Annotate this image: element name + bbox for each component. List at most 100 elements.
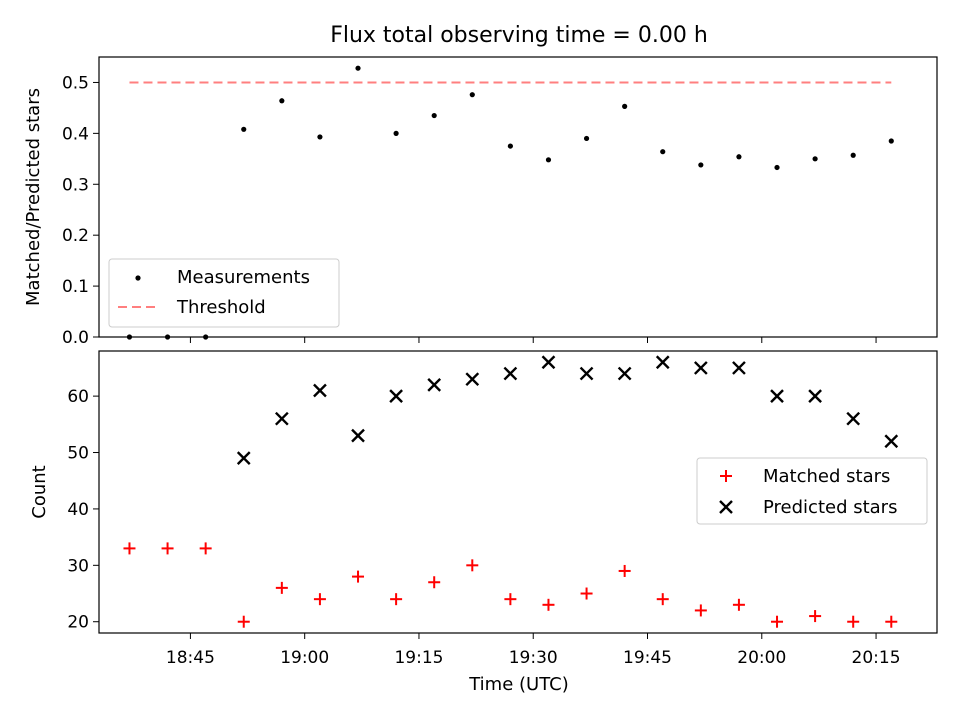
predicted-star-point (846, 411, 861, 426)
matched-star-point (771, 615, 784, 628)
predicted-star-point (655, 355, 670, 370)
predicted-star-point (389, 389, 403, 403)
measurement-point (850, 152, 856, 158)
matched-star-point (694, 604, 707, 617)
measurement-point (736, 154, 742, 160)
measurement-point (622, 103, 628, 109)
x-tick-label: 20:00 (737, 648, 786, 668)
measurement-point (431, 112, 437, 119)
x-tick-label: 19:30 (509, 648, 558, 668)
ratio-y-tick-label: 0.1 (62, 277, 89, 297)
matched-star-point (656, 593, 669, 606)
matched-star-point (275, 581, 288, 594)
ratio-x-ticks (189, 337, 877, 343)
measurement-point (812, 156, 818, 162)
matched-star-point (161, 542, 174, 555)
predicted-star-point (884, 434, 899, 449)
matched-star-point (352, 570, 365, 583)
matched-star-point (123, 542, 136, 555)
legend-measurements-marker (135, 275, 141, 281)
ratio-panel: 0.0 0.1 0.2 0.3 0.4 0.5 Matched/Predicted sta… (23, 56, 938, 348)
legend-measurements-label: Measurements (177, 267, 310, 288)
x-axis-label: Time (UTC) (468, 674, 569, 695)
matched-star-point (580, 587, 593, 600)
predicted-star-point (274, 411, 289, 426)
ratio-y-tick-label: 0.0 (62, 328, 89, 348)
measurement-point (507, 143, 513, 149)
x-tick-label: 19:15 (394, 648, 443, 668)
predicted-star-point (808, 389, 822, 403)
count-y-tick-label: 60 (67, 387, 89, 407)
x-tick-label: 19:45 (623, 648, 672, 668)
legend-predicted-marker (719, 500, 733, 514)
matched-star-point (885, 615, 898, 628)
ratio-y-axis-label: Matched/Predicted stars (23, 88, 44, 306)
predicted-star-point (541, 355, 556, 370)
measurement-point (888, 138, 894, 144)
ratio-y-tick-label: 0.3 (62, 175, 89, 195)
matched-star-point (466, 559, 479, 572)
ratio-panel-frame (98, 56, 938, 338)
chart-title: Flux total observing time = 0.00 h (330, 23, 708, 48)
count-legend: Matched stars Predicted stars (696, 457, 928, 525)
ratio-y-tick-label: 0.5 (62, 73, 89, 93)
measurement-point (774, 164, 780, 171)
predicted-star-point (351, 428, 365, 443)
measurement-point (393, 130, 399, 136)
predicted-star-point (313, 383, 327, 398)
matched-star-point (390, 593, 403, 606)
matched-star-point (809, 610, 822, 623)
legend-predicted-label: Predicted stars (763, 497, 897, 518)
count-marks (123, 355, 899, 628)
matched-star-point (313, 593, 326, 606)
matched-star-point (847, 615, 860, 628)
ratio-y-tick-label: 0.4 (62, 124, 89, 144)
matched-star-point (237, 615, 250, 628)
matched-star-point (618, 564, 631, 577)
count-y-tick-label: 20 (67, 613, 89, 633)
ratio-y-tick-label: 0.2 (62, 226, 89, 246)
count-y-ticks: 20 30 40 50 60 (67, 387, 99, 633)
predicted-star-point (503, 366, 518, 381)
measurement-point (469, 92, 475, 98)
matched-star-point (504, 593, 517, 606)
measurement-point (583, 135, 590, 142)
measurement-point (698, 162, 704, 168)
measurement-point (660, 149, 666, 155)
ratio-legend: Measurements Threshold (108, 258, 340, 328)
matched-star-point (732, 598, 745, 611)
measurement-point (317, 134, 323, 140)
legend-matched-label: Matched stars (763, 466, 890, 487)
matched-star-point (542, 598, 555, 611)
ratio-marks (126, 65, 894, 340)
predicted-star-point (579, 366, 594, 381)
predicted-star-point (236, 451, 251, 466)
ratio-legend-box (108, 258, 340, 328)
count-panel: 20 30 40 50 60 18:45 19:00 19:15 19:30 19:45 20:0… (29, 350, 938, 695)
predicted-star-point (770, 389, 784, 403)
matched-star-point (428, 576, 441, 589)
predicted-star-point (732, 361, 746, 375)
count-y-tick-label: 40 (67, 500, 89, 520)
x-tick-label: 18:45 (166, 648, 215, 668)
count-legend-box (696, 457, 928, 525)
predicted-star-point (465, 372, 480, 387)
count-y-tick-label: 30 (67, 556, 89, 576)
count-y-tick-label: 50 (67, 444, 89, 464)
measurement-point (545, 157, 552, 163)
measurement-point (279, 98, 285, 104)
legend-threshold-label: Threshold (176, 297, 266, 318)
x-tick-label: 20:15 (852, 648, 901, 668)
matched-star-point (199, 542, 212, 555)
predicted-star-point (427, 377, 442, 392)
legend-matched-marker (720, 470, 732, 482)
predicted-star-point (617, 366, 632, 381)
ratio-y-ticks: 0.0 0.1 0.2 0.3 0.4 0.5 (62, 73, 99, 348)
count-y-axis-label: Count (29, 465, 50, 518)
x-tick-label: 19:00 (280, 648, 329, 668)
measurement-point (355, 65, 361, 71)
measurement-point (241, 126, 247, 132)
count-x-ticks: 18:45 19:00 19:15 19:30 19:45 20:00 20:15 (166, 633, 901, 668)
count-panel-frame (98, 350, 938, 634)
